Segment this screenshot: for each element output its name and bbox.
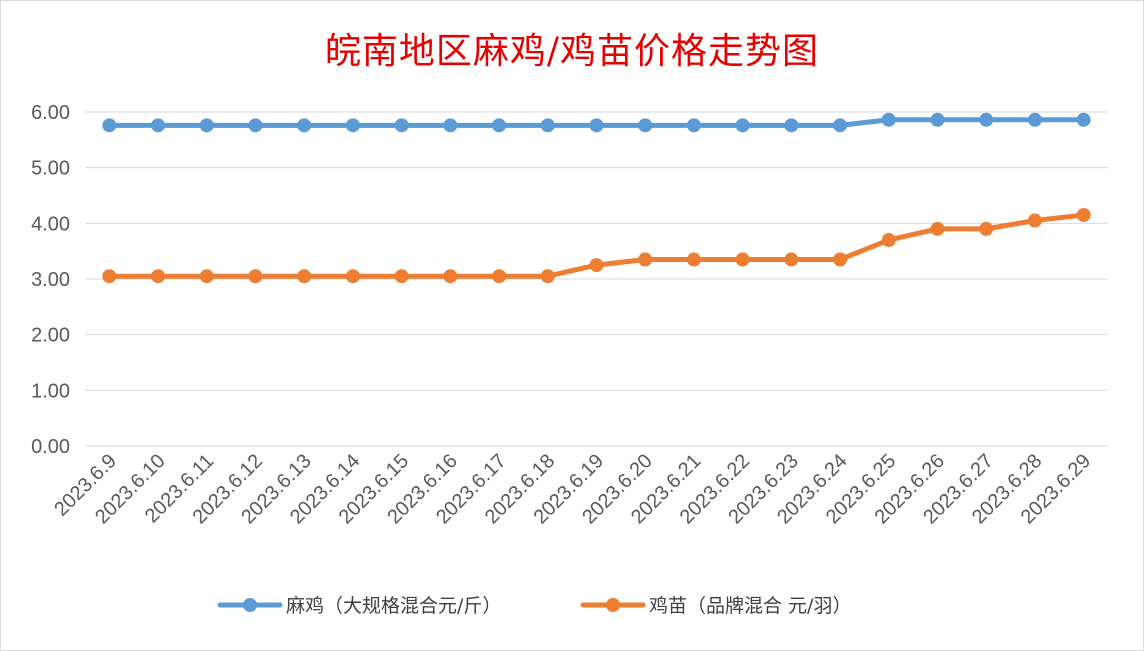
y-tick-label: 4.00 [31, 213, 70, 235]
y-axis-ticks: 0.00 1.00 2.00 3.00 4.00 5.00 6.00 [31, 102, 70, 458]
legend-label: 麻鸡（大规格混合元/斤） [286, 595, 501, 617]
data-point-series-0 [735, 118, 750, 133]
legend-marker [243, 598, 257, 612]
data-point-series-0 [102, 118, 117, 133]
data-point-series-0 [492, 118, 507, 133]
data-point-series-1 [638, 252, 653, 267]
legend-item-1: 鸡苗（品牌混合 元/羽） [580, 595, 851, 617]
data-point-series-1 [394, 269, 409, 284]
data-point-series-1 [540, 269, 555, 284]
y-tick-label: 6.00 [31, 102, 70, 124]
chart-title: 皖南地区麻鸡/鸡苗价格走势图 [324, 31, 820, 72]
data-point-series-1 [686, 252, 701, 267]
data-point-series-1 [784, 252, 799, 267]
data-point-series-1 [443, 269, 458, 284]
data-point-series-1 [248, 269, 263, 284]
data-point-series-0 [199, 118, 214, 133]
data-point-series-1 [979, 221, 994, 236]
data-point-series-1 [151, 269, 166, 284]
data-point-series-1 [1027, 213, 1042, 228]
y-tick-label: 1.00 [31, 380, 70, 402]
y-tick-label: 5.00 [31, 158, 70, 180]
data-point-series-0 [345, 118, 360, 133]
y-tick-label: 2.00 [31, 325, 70, 347]
series-layer [102, 112, 1091, 284]
data-point-series-1 [589, 258, 604, 273]
data-point-series-1 [735, 252, 750, 267]
legend-label: 鸡苗（品牌混合 元/羽） [649, 595, 851, 617]
data-point-series-1 [345, 269, 360, 284]
data-point-series-1 [833, 252, 848, 267]
data-point-series-0 [833, 118, 848, 133]
legend: 麻鸡（大规格混合元/斤） 鸡苗（品牌混合 元/羽） [217, 595, 851, 617]
data-point-series-0 [297, 118, 312, 133]
data-point-series-0 [540, 118, 555, 133]
data-point-series-1 [1076, 207, 1091, 222]
data-point-series-1 [102, 269, 117, 284]
data-point-series-0 [1076, 112, 1091, 127]
data-point-series-1 [492, 269, 507, 284]
data-point-series-1 [297, 269, 312, 284]
data-point-series-0 [589, 118, 604, 133]
data-point-series-0 [151, 118, 166, 133]
data-point-series-0 [881, 112, 896, 127]
y-tick-label: 0.00 [31, 436, 70, 458]
data-point-series-0 [443, 118, 458, 133]
data-point-series-1 [199, 269, 214, 284]
data-point-series-0 [979, 112, 994, 127]
data-point-series-0 [686, 118, 701, 133]
data-point-series-1 [881, 233, 896, 248]
y-tick-label: 3.00 [31, 269, 70, 291]
data-point-series-0 [784, 118, 799, 133]
gridlines [85, 111, 1108, 447]
data-point-series-0 [930, 112, 945, 127]
legend-marker [606, 598, 620, 612]
data-point-series-1 [930, 221, 945, 236]
data-point-series-0 [248, 118, 263, 133]
data-point-series-0 [638, 118, 653, 133]
data-point-series-0 [394, 118, 409, 133]
legend-item-0: 麻鸡（大规格混合元/斤） [217, 595, 501, 617]
x-axis-ticks: 2023.6.92023.6.102023.6.112023.6.122023.… [50, 450, 1095, 528]
data-point-series-0 [1027, 112, 1042, 127]
